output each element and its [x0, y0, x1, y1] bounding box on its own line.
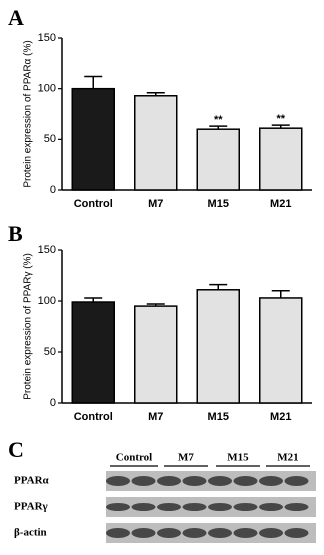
row-label: β-actin — [14, 527, 47, 539]
blot-band — [259, 528, 283, 538]
x-tick-label: Control — [74, 198, 113, 210]
blot-band — [157, 528, 181, 538]
blot-band — [208, 503, 232, 511]
lane-label: Control — [116, 452, 152, 464]
blot-band — [259, 476, 283, 486]
blot-band — [284, 476, 309, 486]
lane-label: M7 — [178, 452, 194, 464]
y-tick-label: 100 — [38, 295, 56, 307]
bar — [259, 127, 303, 191]
blot-band — [131, 503, 156, 511]
blot-band — [106, 528, 130, 538]
bar — [71, 87, 115, 191]
blot-band — [106, 503, 130, 511]
blot-band — [259, 503, 283, 511]
blot-band — [182, 476, 207, 486]
bar — [259, 297, 303, 404]
blot-band — [233, 503, 258, 511]
blot-band — [182, 528, 207, 538]
panel-label: C — [8, 437, 24, 462]
x-tick-label: M15 — [208, 198, 229, 210]
row-label: PPARγ — [14, 501, 48, 513]
row-label: PPARα — [14, 475, 50, 487]
x-tick-label: M7 — [148, 411, 163, 423]
x-tick-label: M21 — [270, 198, 291, 210]
panel-label: B — [8, 221, 23, 246]
blot-band — [131, 528, 156, 538]
blot-band — [233, 476, 258, 486]
bar — [134, 95, 178, 191]
bar — [71, 301, 115, 404]
y-tick-label: 50 — [44, 133, 56, 145]
y-axis-label: Protein expression of PPARα (%) — [23, 40, 34, 187]
y-tick-label: 150 — [38, 32, 56, 44]
y-tick-label: 50 — [44, 346, 56, 358]
y-tick-label: 100 — [38, 83, 56, 95]
significance-mark: ** — [276, 113, 285, 125]
panel-label: A — [8, 5, 24, 30]
blot-band — [233, 528, 258, 538]
x-tick-label: Control — [74, 411, 113, 423]
blot-band — [157, 476, 181, 486]
lane-label: M21 — [277, 452, 298, 464]
blot-band — [208, 528, 232, 538]
blot-band — [208, 476, 232, 486]
y-axis-label: Protein expression of PPARγ (%) — [23, 253, 34, 400]
bar — [196, 128, 240, 191]
blot-band — [157, 503, 181, 511]
blot-band — [182, 503, 207, 511]
blot-band — [284, 503, 309, 511]
lane-label: M15 — [227, 452, 249, 464]
x-tick-label: M15 — [208, 411, 229, 423]
blot-band — [284, 528, 309, 538]
significance-mark: ** — [214, 114, 223, 126]
y-tick-label: 0 — [50, 397, 56, 409]
bar — [134, 305, 178, 404]
x-tick-label: M7 — [148, 198, 163, 210]
x-tick-label: M21 — [270, 411, 291, 423]
blot-band — [131, 476, 156, 486]
y-tick-label: 0 — [50, 184, 56, 196]
bar — [196, 289, 240, 404]
y-tick-label: 150 — [38, 244, 56, 256]
blot-band — [106, 476, 130, 486]
